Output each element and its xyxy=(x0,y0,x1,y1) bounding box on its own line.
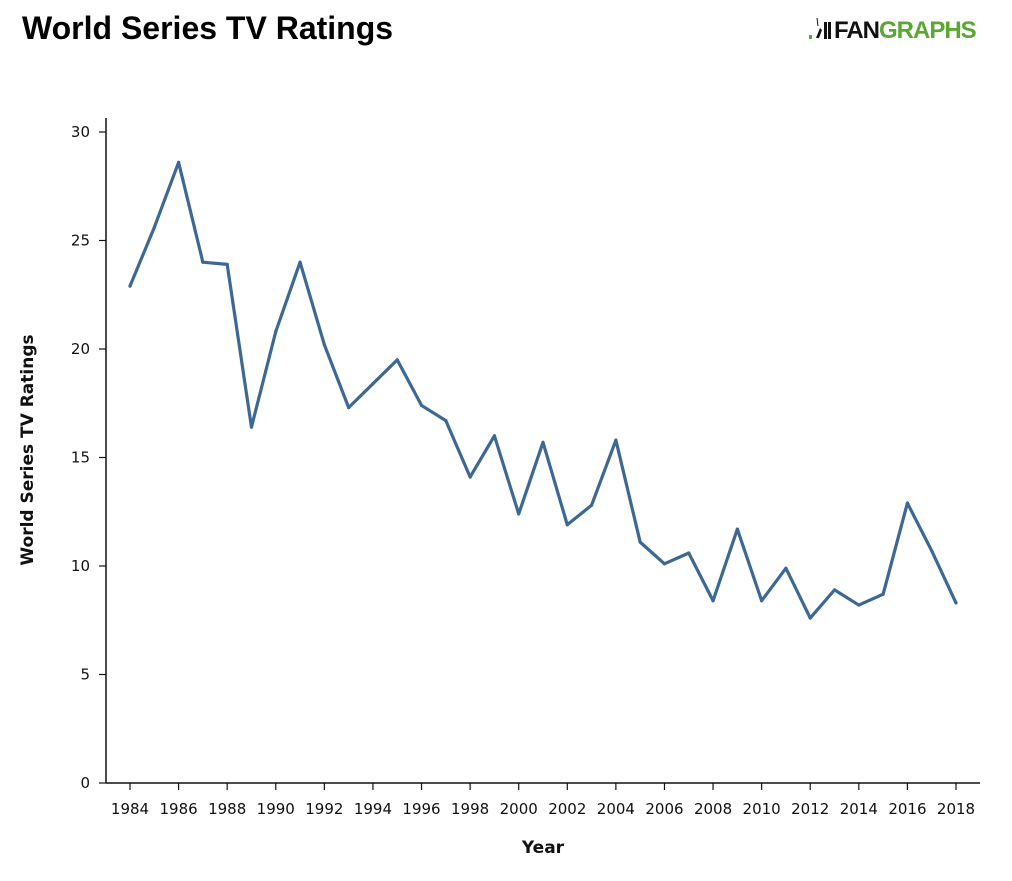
y-tick-label: 30 xyxy=(71,123,90,141)
x-tick-label: 2010 xyxy=(743,800,781,818)
logo-text-graphs: GRAPHS xyxy=(879,17,977,44)
batter-icon xyxy=(809,17,831,39)
x-tick-label: 1998 xyxy=(451,800,489,818)
data-point xyxy=(347,405,351,410)
data-point xyxy=(638,540,642,544)
data-point xyxy=(614,438,618,442)
chart-title: World Series TV Ratings xyxy=(22,10,394,46)
y-tick-label: 10 xyxy=(71,557,90,575)
x-tick-label: 2012 xyxy=(791,800,829,818)
series-group xyxy=(128,160,958,620)
x-tick-label: 1984 xyxy=(111,800,149,818)
x-tick-label: 1994 xyxy=(354,800,392,818)
data-point xyxy=(371,382,375,386)
data-point xyxy=(201,260,205,264)
y-tick-label: 0 xyxy=(80,774,90,792)
y-tick-label: 5 xyxy=(80,666,90,684)
data-point xyxy=(395,358,399,362)
x-tick-label: 2006 xyxy=(645,800,683,818)
data-point xyxy=(517,512,521,516)
x-tick-label: 1996 xyxy=(402,800,440,818)
data-point xyxy=(930,549,934,553)
data-point xyxy=(541,440,545,444)
x-tick-label: 2008 xyxy=(694,800,732,818)
x-tick-label: 2018 xyxy=(937,800,975,818)
data-point xyxy=(687,551,691,555)
data-point xyxy=(225,262,229,266)
data-point xyxy=(176,160,181,164)
x-tick-label: 1988 xyxy=(208,800,246,818)
y-axis-ticks: 0 5 10 15 20 25 30 xyxy=(71,123,106,792)
data-point xyxy=(662,562,667,566)
data-point xyxy=(128,284,132,288)
data-point xyxy=(832,588,837,592)
x-tick-label: 2002 xyxy=(548,800,586,818)
x-tick-label: 1990 xyxy=(257,800,295,818)
x-tick-label: 2016 xyxy=(888,800,926,818)
data-point xyxy=(735,527,739,531)
data-point xyxy=(857,603,861,607)
x-tick-label: 1992 xyxy=(305,800,343,818)
y-tick-label: 25 xyxy=(71,232,90,250)
data-point xyxy=(444,419,448,423)
data-point xyxy=(905,501,910,505)
data-point xyxy=(784,566,788,570)
data-point xyxy=(711,599,715,603)
x-tick-label: 2004 xyxy=(597,800,635,818)
fangraphs-logo: FAN GRAPHS xyxy=(808,16,977,46)
data-point xyxy=(468,475,472,479)
data-point xyxy=(298,260,302,264)
x-tick-label: 1986 xyxy=(159,800,197,818)
data-point xyxy=(565,523,569,527)
data-point xyxy=(274,330,278,334)
x-axis-title: Year xyxy=(521,838,565,858)
x-tick-label: 2014 xyxy=(840,800,878,818)
data-point xyxy=(954,601,958,605)
data-point xyxy=(419,403,424,408)
y-axis-title: World Series TV Ratings xyxy=(18,334,38,565)
data-point xyxy=(760,599,764,603)
data-point xyxy=(249,425,254,429)
logo-text-fan: FAN xyxy=(834,17,880,44)
data-point xyxy=(881,592,885,596)
y-tick-label: 15 xyxy=(71,449,90,467)
data-point xyxy=(589,503,594,507)
x-tick-label: 2000 xyxy=(500,800,538,818)
data-point xyxy=(492,434,497,438)
data-point xyxy=(322,343,326,347)
y-tick-label: 20 xyxy=(71,340,90,358)
data-point xyxy=(152,225,156,230)
data-point xyxy=(808,616,812,620)
series-line xyxy=(128,160,958,620)
x-axis-ticks: 1984 1986 1988 1990 1992 1994 1996 1998 2000 2002… xyxy=(111,783,975,818)
